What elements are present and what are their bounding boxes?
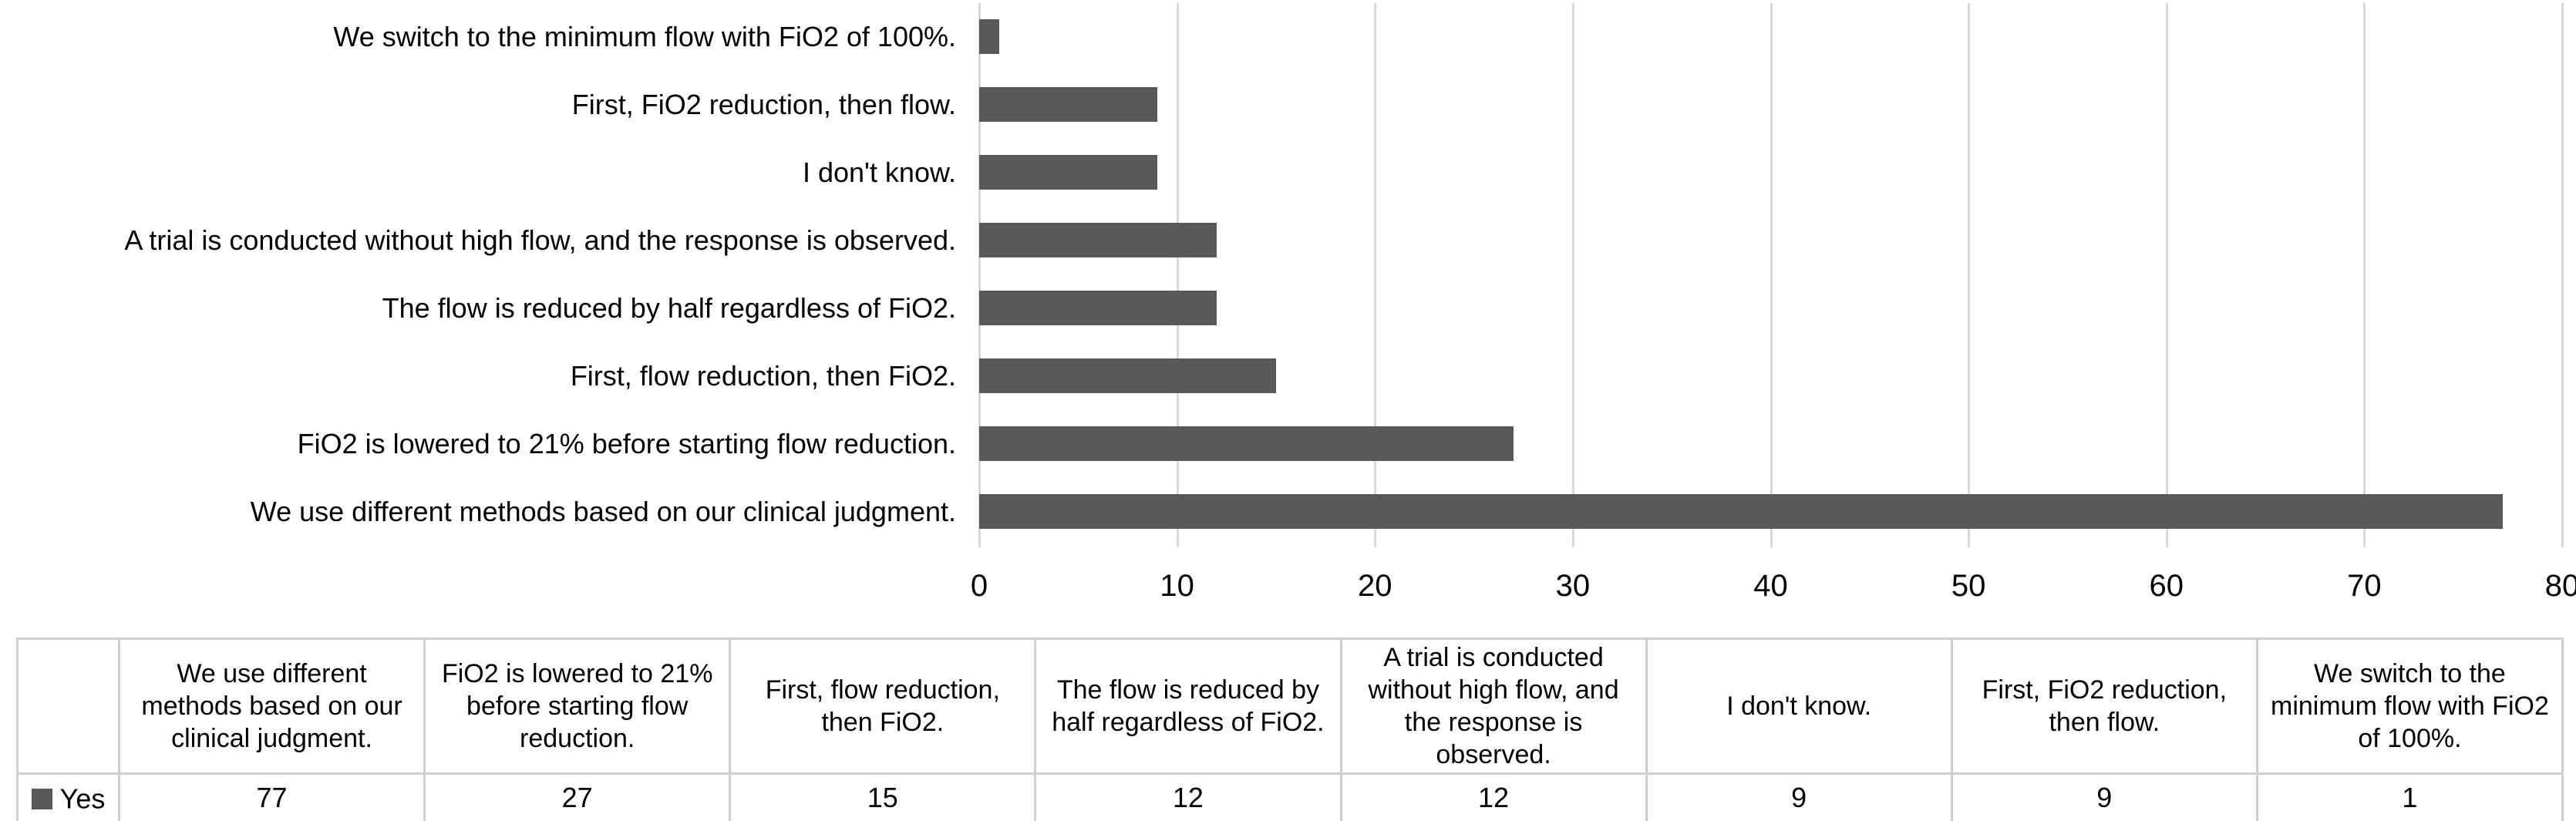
legend-cell: Yes [16,772,120,821]
table-header-cell: The flow is reduced by half regardless o… [1034,638,1342,775]
table-value-cell: 9 [1950,772,2258,821]
gridline [1571,3,1574,547]
category-label: The flow is reduced by half regardless o… [382,292,956,324]
bar-row: The flow is reduced by half regardless o… [0,274,2562,342]
bar-row: First, flow reduction, then FiO2. [0,342,2562,410]
gridline [2363,3,2366,547]
table-value-row: Yes 77 27 15 12 12 9 9 1 [16,772,2564,821]
table-header-cell: FiO2 is lowered to 21% before starting f… [423,638,732,775]
x-tick-label: 0 [970,569,988,603]
bar [979,426,1514,461]
table-header-cell: I don't know. [1645,638,1953,775]
table-header-cell: First, FiO2 reduction, then flow. [1950,638,2258,775]
bar-row: First, FiO2 reduction, then flow. [0,71,2562,139]
x-tick-label: 50 [1951,569,1986,603]
legend-square-icon [31,788,52,809]
bar [979,494,2503,529]
category-label: We use different methods based on our cl… [250,496,956,527]
data-table: We use different methods based on our cl… [16,638,2564,821]
x-tick-label: 10 [1160,569,1194,603]
table-value-cell: 9 [1645,772,1953,821]
table-value-cell: 15 [729,772,1037,821]
gridline [1770,3,1773,547]
gridline [1374,3,1377,547]
bar-track [979,274,2562,342]
bar [979,19,999,54]
bar-row: I don't know. [0,139,2562,207]
x-tick-label: 60 [2149,569,2184,603]
table-header-cell: We use different methods based on our cl… [117,638,426,775]
legend-label: Yes [59,782,106,815]
bar-track [979,71,2562,139]
table-value-cell: 27 [423,772,732,821]
bar-track [979,139,2562,207]
x-tick-label: 30 [1555,569,1591,603]
table-header-cell: A trial is conducted without high flow, … [1339,638,1648,775]
table-corner-cell [16,638,120,775]
table-header-cell: We switch to the minimum flow with FiO2 … [2255,638,2564,775]
gridline [2165,3,2168,547]
x-tick-label: 40 [1753,569,1788,603]
category-label: First, FiO2 reduction, then flow. [571,89,956,120]
gridline [1968,3,1971,547]
bar [979,291,1217,325]
bar-row: We switch to the minimum flow with FiO2 … [0,3,2562,71]
category-label: I don't know. [802,156,956,188]
bar-track [979,3,2562,71]
bar-chart: We switch to the minimum flow with FiO2 … [0,3,2576,603]
bar [979,87,1157,122]
bar-track [979,410,2562,478]
table-value-cell: 77 [117,772,426,821]
table-value-cell: 1 [2255,772,2564,821]
bar [979,358,1276,393]
category-label: FiO2 is lowered to 21% before starting f… [297,428,956,459]
x-tick-label: 20 [1358,569,1392,603]
x-tick-label: 70 [2347,569,2382,603]
category-label: First, flow reduction, then FiO2. [570,360,956,392]
bar-row: We use different methods based on our cl… [0,478,2562,546]
bar-rows: We switch to the minimum flow with FiO2 … [0,3,2562,546]
gridline [1176,3,1179,547]
bar-row: FiO2 is lowered to 21% before starting f… [0,410,2562,478]
bar-row: A trial is conducted without high flow, … [0,207,2562,274]
category-label: A trial is conducted without high flow, … [124,224,956,256]
gridline [978,3,981,547]
table-header-cell: First, flow reduction, then FiO2. [729,638,1037,775]
table-value-cell: 12 [1034,772,1342,821]
gridline [2561,3,2564,547]
bar [979,155,1157,190]
bar-track [979,342,2562,410]
table-header-row: We use different methods based on our cl… [16,638,2564,775]
x-tick-label: 80 [2544,569,2576,603]
bar [979,223,1217,257]
table-value-cell: 12 [1339,772,1648,821]
category-label: We switch to the minimum flow with FiO2 … [333,21,956,52]
bar-track [979,478,2562,546]
bar-track [979,207,2562,274]
